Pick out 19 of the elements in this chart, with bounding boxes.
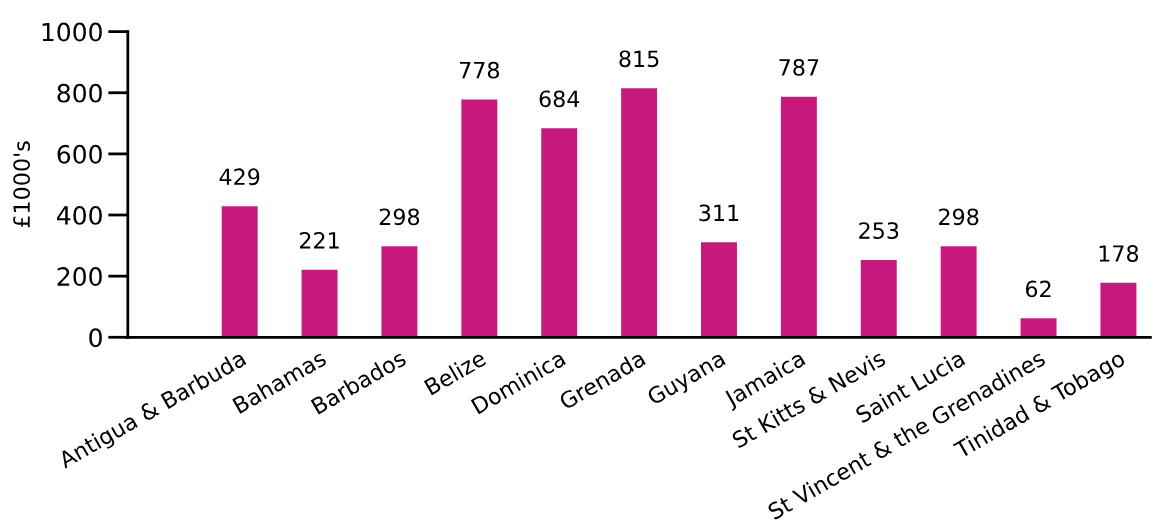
y-axis-title: £1000's — [13, 141, 31, 228]
data-label: 253 — [859, 222, 899, 239]
data-label: 787 — [779, 58, 819, 76]
y-tick-label: 200 — [57, 267, 102, 286]
y-tick-label: 400 — [57, 205, 102, 225]
data-label: 684 — [539, 90, 580, 108]
data-label: 778 — [459, 61, 500, 79]
data-label: 178 — [1099, 245, 1139, 262]
data-label: 298 — [939, 208, 979, 226]
y-tick-label: 0 — [89, 328, 102, 348]
y-tick-label: 1000 — [42, 22, 102, 42]
y-tick-label: 800 — [57, 83, 102, 103]
data-label: 311 — [699, 204, 739, 222]
y-tick-label: 600 — [57, 144, 102, 164]
data-label: 815 — [619, 50, 659, 68]
data-label: 221 — [299, 231, 339, 249]
data-label: 429 — [219, 168, 260, 186]
data-label: 298 — [379, 208, 420, 226]
data-label: 62 — [1025, 280, 1051, 298]
